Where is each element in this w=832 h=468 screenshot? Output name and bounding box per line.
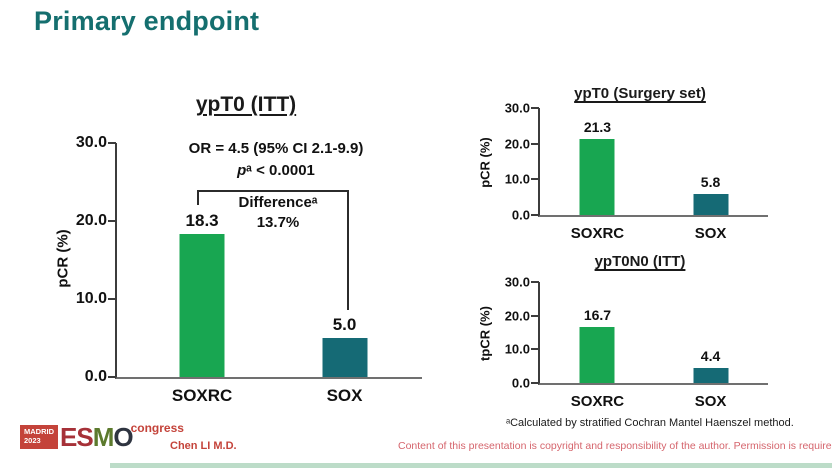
bar-sox [693,194,729,215]
y-axis-label: pCR (%) [477,137,493,188]
y-tick-mark [531,142,539,145]
y-tick-label: 30.0 [504,100,530,116]
p-value-text: ᵃ < 0.0001 [246,162,315,179]
y-tick-mark [108,298,116,301]
author-name: Chen LI M.D. [170,440,237,452]
bar-value-label: 21.3 [583,119,612,136]
y-tick-mark [531,214,539,216]
bar-soxrc [579,139,615,215]
bar-sox [322,338,368,377]
chart-title: ypT0N0 (ITT) [594,253,686,270]
footnote: ᵃCalculated by stratified Cochran Mantel… [506,417,794,429]
x-axis-category-label: SOX [694,225,727,242]
difference-label: Differenceᵃ [238,194,318,211]
x-axis-category-label: SOXRC [171,386,233,405]
y-tick-label: 10.0 [75,290,107,308]
plot-area: 0.0 10.0 20.0 30.0 21.3 SOXRC 5.8 SOX [505,102,768,242]
chart-ypt0-surgery-set: ypT0 (Surgery set) pCR (%) 0.0 10.0 20.0 30… [470,80,800,248]
bar-value-label: 16.7 [583,306,612,323]
y-tick-label: 0.0 [84,368,107,385]
bar-value-label: 5.8 [700,174,721,191]
y-tick-mark [531,314,539,317]
x-axis-category-label: SOX [326,386,363,405]
y-tick-mark [531,348,539,351]
bar-value-label: 4.4 [700,348,721,365]
y-tick-label: 30.0 [75,134,107,151]
logo-year: 2023 [24,436,41,445]
copyright-notice: Content of this presentation is copyrigh… [398,440,832,452]
y-tick-label: 0.0 [511,207,530,223]
madrid-2023-badge: MADRID 2023 [20,425,58,449]
esmo-letters-es: ES [60,422,94,452]
chart-ypt0-itt: ypT0 (ITT) OR = 4.5 (95% CI 2.1-9.9) pᵃ … [50,85,450,420]
bar-value-label: 5.0 [332,315,357,335]
y-tick-mark [108,220,116,223]
esmo-letter-o: O [113,422,133,452]
y-tick-mark [531,382,539,384]
y-tick-mark [531,178,539,181]
bar-soxrc [179,234,225,377]
esmo-congress-logo: MADRID 2023 ESMO congress [20,421,186,452]
x-axis-category-label: SOXRC [570,225,625,242]
bar-value-label: 18.3 [185,211,219,231]
p-symbol: p [237,162,247,179]
y-axis-label: tpCR (%) [477,306,493,361]
y-tick-label: 20.0 [75,212,107,230]
chart-title: ypT0 (Surgery set) [574,85,706,102]
y-axis-label: pCR (%) [54,229,72,288]
y-tick-label: 10.0 [504,171,530,187]
y-tick-label: 0.0 [511,375,530,391]
y-tick-label: 30.0 [504,274,530,290]
difference-bracket-top [197,190,349,192]
plot-area: 0.0 10.0 20.0 30.0 18.3 SOXRC 5.0 SOX [76,135,422,405]
y-tick-mark [531,281,539,283]
difference-value: 13.7% [256,214,300,231]
p-value-annotation: pᵃ < 0.0001 [121,162,431,179]
esmo-wordmark: ESMO [60,422,134,452]
bar-soxrc [579,326,615,383]
x-axis-category-label: SOX [694,393,727,410]
plot-area: 0.0 10.0 20.0 30.0 16.7 SOXRC 4.4 SOX [505,276,768,410]
bar-sox [693,368,729,383]
difference-bracket-right-leg [347,190,349,310]
y-tick-label: 20.0 [504,136,530,152]
y-tick-mark [108,142,116,144]
odds-ratio-annotation: OR = 4.5 (95% CI 2.1-9.9) [188,140,364,157]
y-tick-mark [531,107,539,109]
logo-venue: MADRID [24,427,54,437]
x-axis-category-label: SOXRC [570,393,625,410]
bottom-accent-bar [110,463,832,468]
congress-label: congress [130,421,184,435]
difference-bracket-left-leg [197,190,199,205]
chart-title: ypT0 (ITT) [195,93,297,116]
esmo-letter-m: M [92,422,115,452]
chart-ypt0n0-itt: ypT0N0 (ITT) tpCR (%) 0.0 10.0 20.0 30.0 16.… [470,248,800,416]
y-tick-mark [108,376,116,378]
y-tick-label: 10.0 [504,341,530,357]
y-tick-label: 20.0 [504,308,530,324]
page-title: Primary endpoint [34,6,260,36]
